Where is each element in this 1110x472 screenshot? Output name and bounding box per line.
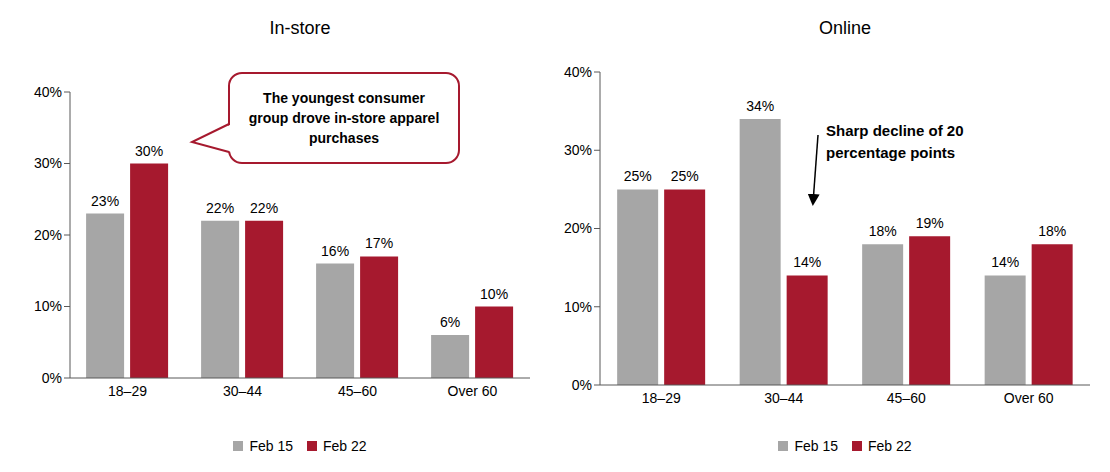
svg-text:25%: 25% <box>624 168 652 184</box>
svg-text:45–60: 45–60 <box>338 383 377 399</box>
svg-text:22%: 22% <box>250 200 278 216</box>
svg-text:22%: 22% <box>206 200 234 216</box>
svg-text:23%: 23% <box>91 193 119 209</box>
svg-text:40%: 40% <box>34 84 62 100</box>
svg-text:34%: 34% <box>746 98 774 114</box>
html-text:Feb 22: Feb 22 <box>868 438 912 454</box>
svg-text:18%: 18% <box>1038 223 1066 239</box>
svg-text:19%: 19% <box>916 215 944 231</box>
html-text:In-store: In-store <box>269 18 331 38</box>
svg-text:16%: 16% <box>321 243 349 259</box>
svg-text:10%: 10% <box>564 299 592 315</box>
svg-text:Over 60: Over 60 <box>1004 390 1054 406</box>
html-text:Feb 15: Feb 15 <box>249 438 293 454</box>
svg-text:Over 60: Over 60 <box>448 383 498 399</box>
svg-text:30–44: 30–44 <box>764 390 803 406</box>
svg-text:30–44: 30–44 <box>223 383 262 399</box>
svg-text:20%: 20% <box>34 227 62 243</box>
html-text:Feb 15: Feb 15 <box>794 438 838 454</box>
svg-text:0%: 0% <box>42 370 62 386</box>
html-text:Sharp decline of 20 percentage: Sharp decline of 20 percentage points <box>826 122 964 161</box>
svg-text:40%: 40% <box>564 64 592 80</box>
html-text:The youngest consumer group dr: The youngest consumer group drove in-sto… <box>248 90 440 146</box>
svg-text:14%: 14% <box>793 254 821 270</box>
svg-text:10%: 10% <box>480 286 508 302</box>
html-text:Feb 22: Feb 22 <box>323 438 367 454</box>
svg-text:25%: 25% <box>671 168 699 184</box>
svg-text:18%: 18% <box>869 223 897 239</box>
svg-text:30%: 30% <box>135 143 163 159</box>
svg-text:6%: 6% <box>440 314 460 330</box>
svg-text:14%: 14% <box>991 254 1019 270</box>
svg-text:17%: 17% <box>365 235 393 251</box>
svg-text:18–29: 18–29 <box>108 383 147 399</box>
html-text:Online: Online <box>819 18 871 38</box>
svg-text:45–60: 45–60 <box>887 390 926 406</box>
svg-text:20%: 20% <box>564 220 592 236</box>
svg-text:30%: 30% <box>564 142 592 158</box>
svg-text:30%: 30% <box>34 155 62 171</box>
svg-text:0%: 0% <box>572 377 592 393</box>
svg-text:18–29: 18–29 <box>642 390 681 406</box>
svg-text:10%: 10% <box>34 298 62 314</box>
